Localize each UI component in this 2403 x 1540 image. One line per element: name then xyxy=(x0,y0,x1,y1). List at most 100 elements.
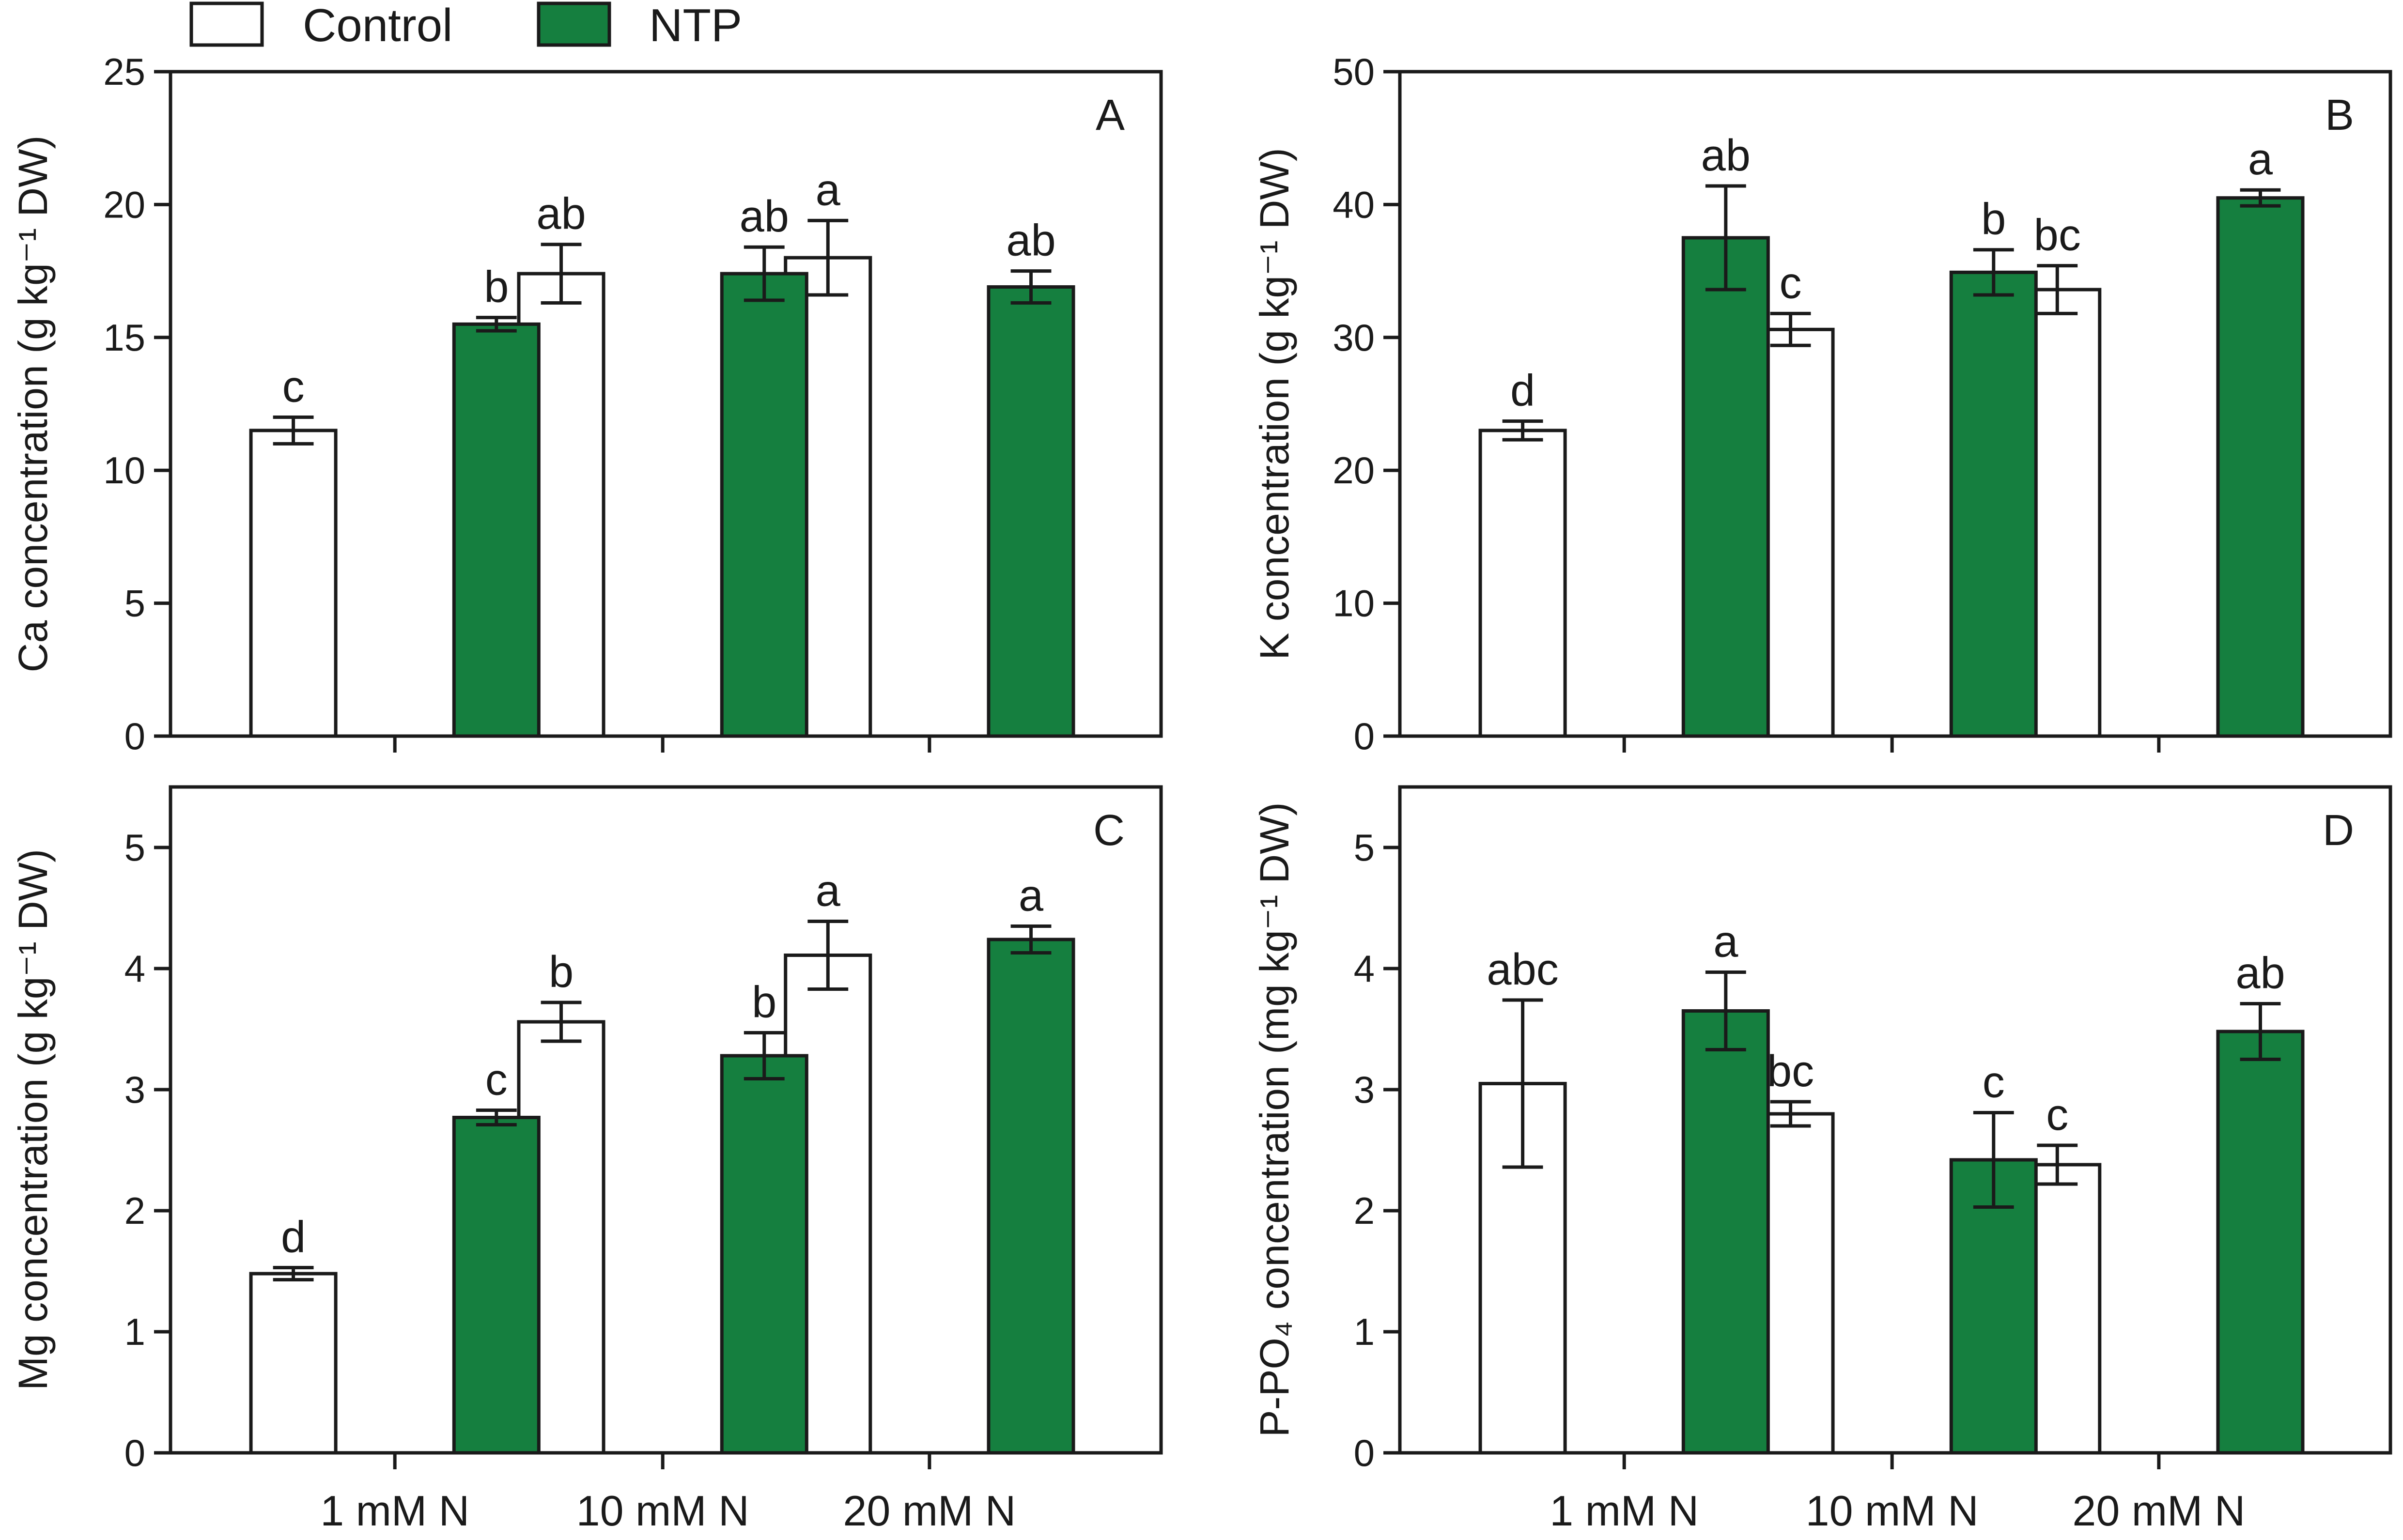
y-tick-label: 0 xyxy=(1354,1432,1375,1474)
bar-ntp xyxy=(1949,270,2038,738)
error-bar-ntp xyxy=(1010,924,1052,955)
significance-letter: d xyxy=(281,1213,306,1262)
error-bar-control xyxy=(1502,998,1543,1169)
error-bar-control xyxy=(1770,311,1811,347)
y-tick-label: 1 xyxy=(1354,1310,1375,1353)
bar-ntp xyxy=(2216,196,2305,738)
significance-letter: abc xyxy=(1487,945,1558,994)
y-tick-label: 5 xyxy=(124,826,145,869)
panel-a: 0 5 10 15 20 25 Ca concentration (g kg⁻¹ DW) Ac… xyxy=(10,50,1163,757)
y-tick-label: 10 xyxy=(1333,582,1375,625)
significance-letter: b xyxy=(1981,195,2006,244)
significance-letter: b xyxy=(484,262,509,312)
y-tick-label: 5 xyxy=(124,582,145,625)
y-tick-label: 30 xyxy=(1333,316,1375,359)
bar-ntp xyxy=(720,1054,808,1455)
legend-swatch-ntp xyxy=(537,1,611,47)
bar-ntp xyxy=(452,322,541,738)
error-bar-control xyxy=(541,1001,582,1043)
significance-letter: b xyxy=(752,978,776,1027)
y-tick-label: 4 xyxy=(1354,947,1375,990)
legend-label-control: Control xyxy=(303,0,452,51)
significance-letter: a xyxy=(1019,871,1044,921)
y-axis-title: K concentration (g kg⁻¹ DW) xyxy=(1252,148,1297,660)
bar-ntp xyxy=(987,938,1075,1455)
error-bar-control xyxy=(2037,264,2078,315)
y-tick-label: 3 xyxy=(1354,1068,1375,1111)
panel-letter: B xyxy=(2325,91,2354,139)
y-tick-label: 10 xyxy=(103,449,145,492)
bar-ntp xyxy=(720,272,808,738)
x-category-label: 1 mM N xyxy=(1550,1487,1699,1535)
y-tick-label: 20 xyxy=(1333,449,1375,492)
bar-ntp xyxy=(452,1116,541,1455)
error-bar-ntp xyxy=(2240,1002,2281,1061)
legend-swatch-control xyxy=(189,1,264,47)
error-bar-ntp xyxy=(476,1109,517,1126)
y-tick-label: 2 xyxy=(1354,1189,1375,1232)
significance-letter: c xyxy=(1983,1058,2005,1107)
error-bar-ntp xyxy=(1705,184,1746,292)
y-axis-title: Mg concentration (g kg⁻¹ DW) xyxy=(10,849,56,1390)
bar-control xyxy=(1478,429,1567,738)
significance-letter: c xyxy=(282,362,305,411)
significance-letter: a xyxy=(816,165,841,215)
error-bar-ntp xyxy=(1973,1111,2014,1209)
error-bar-control xyxy=(273,415,314,446)
bar-ntp xyxy=(1681,236,1770,738)
bar-control xyxy=(249,429,338,738)
significance-letter: ab xyxy=(1701,131,1751,180)
error-bar-control xyxy=(1502,419,1543,442)
panel-letter: A xyxy=(1096,91,1125,139)
significance-letter: a xyxy=(816,866,841,916)
y-tick-label: 0 xyxy=(124,715,145,757)
x-category-label: 20 mM N xyxy=(843,1487,1016,1535)
error-bar-control xyxy=(1770,1100,1811,1128)
significance-letter: ab xyxy=(1006,216,1055,265)
x-category-label: 10 mM N xyxy=(1806,1487,1979,1535)
error-bar-ntp xyxy=(744,245,785,302)
y-tick-label: 3 xyxy=(124,1068,145,1111)
y-axis-title: P-PO₄ concentration (mg kg⁻¹ DW) xyxy=(1252,802,1297,1437)
panel-letter: D xyxy=(2323,806,2354,855)
y-tick-label: 5 xyxy=(1354,826,1375,869)
y-tick-label: 50 xyxy=(1333,50,1375,93)
significance-letter: a xyxy=(1713,917,1738,967)
error-bar-ntp xyxy=(2240,188,2281,208)
panel-letter: C xyxy=(1093,806,1125,855)
panel-c-frame xyxy=(169,785,1163,1455)
error-bar-ntp xyxy=(1973,248,2014,297)
y-tick-label: 15 xyxy=(103,316,145,359)
significance-letter: b xyxy=(549,947,574,997)
panel-c: 0 1 2 3 4 5 Mg concentration (g kg⁻¹ DW) C 1 mM … xyxy=(10,785,1163,1535)
bar-ntp xyxy=(1681,1009,1770,1455)
significance-letter: a xyxy=(2248,135,2273,184)
error-bar-control xyxy=(807,218,849,297)
x-category-label: 10 mM N xyxy=(576,1487,749,1535)
y-tick-label: 40 xyxy=(1333,183,1375,226)
bar-control xyxy=(249,1272,338,1455)
x-category-label: 1 mM N xyxy=(320,1487,469,1535)
error-bar-ntp xyxy=(1705,970,1746,1051)
bar-ntp xyxy=(987,285,1075,738)
y-axis-title: Ca concentration (g kg⁻¹ DW) xyxy=(10,136,56,673)
y-tick-label: 0 xyxy=(124,1432,145,1474)
legend-label-ntp: NTP xyxy=(649,0,742,51)
significance-letter: ab xyxy=(536,189,586,239)
significance-letter: ab xyxy=(740,192,789,241)
y-tick-label: 4 xyxy=(124,947,145,990)
significance-letter: ab xyxy=(2235,949,2285,998)
error-bar-control xyxy=(2037,1143,2078,1186)
x-category-label: 20 mM N xyxy=(2072,1487,2245,1535)
y-tick-label: 20 xyxy=(103,183,145,226)
significance-letter: c xyxy=(1780,258,1802,308)
panel-d: 0 1 2 3 4 5 P-PO₄ concentration (mg kg⁻¹ DW) D 1… xyxy=(1252,785,2392,1535)
error-bar-ntp xyxy=(1010,269,1052,305)
bar-ntp xyxy=(2216,1030,2305,1455)
significance-letter: c xyxy=(485,1055,508,1105)
error-bar-control xyxy=(541,243,582,305)
panel-d-frame xyxy=(1398,785,2392,1455)
error-bar-control xyxy=(807,920,849,991)
y-tick-label: 1 xyxy=(124,1310,145,1353)
